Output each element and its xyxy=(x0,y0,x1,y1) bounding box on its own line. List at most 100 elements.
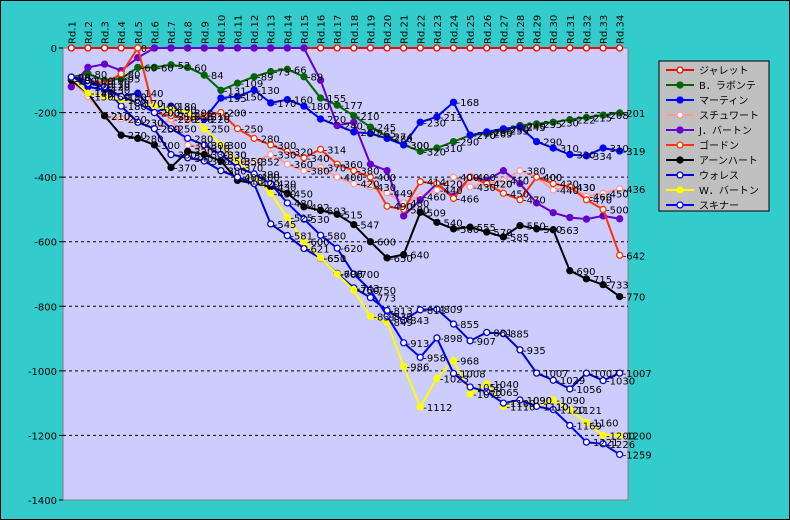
data-point xyxy=(416,178,424,186)
data-point xyxy=(150,125,159,133)
data-point xyxy=(300,44,308,52)
data-label: -492 xyxy=(307,203,330,214)
data-label: -698 xyxy=(340,269,363,280)
round-label: Rd.27 xyxy=(499,15,510,44)
data-label: -300 xyxy=(224,141,247,152)
data-label: -320 xyxy=(290,147,313,158)
data-label: -270 xyxy=(124,131,147,142)
data-point xyxy=(183,44,192,52)
data-label: -410 xyxy=(240,176,263,187)
data-point xyxy=(350,167,358,175)
data-label: -330 xyxy=(207,151,230,162)
data-label: -220 xyxy=(124,115,147,126)
round-label: Rd.24 xyxy=(450,15,461,44)
data-label: -210 xyxy=(191,112,214,123)
data-label: -350 xyxy=(224,157,247,168)
data-label: -330 xyxy=(224,151,247,162)
data-point xyxy=(250,86,258,94)
data-point xyxy=(383,134,391,143)
data-point xyxy=(217,167,225,175)
y-tick-label: -600 xyxy=(34,238,57,249)
data-label: -1259 xyxy=(623,450,652,461)
data-label: -380 xyxy=(224,167,247,178)
data-labels: -90 -80-100-95-60 -60 -52 -60-84-131-109-89-… xyxy=(74,44,651,461)
data-label: -715 xyxy=(589,275,612,286)
data-label: -400 xyxy=(473,173,496,184)
data-point xyxy=(599,111,607,119)
data-point xyxy=(400,44,408,52)
data-point xyxy=(267,220,275,228)
data-label: -109 xyxy=(240,79,263,90)
data-point xyxy=(84,89,92,97)
data-label: -155 xyxy=(224,94,247,105)
data-label: -110 xyxy=(108,80,131,91)
data-label: -150 xyxy=(124,92,147,103)
data-label: -830 xyxy=(390,312,413,323)
data-label: -130 xyxy=(108,86,131,97)
data-label: -440 xyxy=(440,186,463,197)
series-line xyxy=(70,47,620,221)
data-point xyxy=(483,380,491,388)
data-point xyxy=(233,44,242,52)
data-label: -935 xyxy=(523,346,546,357)
data-point xyxy=(532,225,541,233)
data-point xyxy=(100,112,109,120)
data-label: -400 xyxy=(240,173,263,184)
data-point xyxy=(566,406,574,414)
legend-marker xyxy=(676,96,684,104)
data-label: -420 xyxy=(274,180,297,191)
data-point xyxy=(283,231,291,240)
data-label: -80 xyxy=(91,70,107,81)
data-label: -350 xyxy=(207,157,230,168)
data-point xyxy=(532,137,541,146)
data-label: -250 xyxy=(506,125,529,136)
data-label: -220 xyxy=(207,115,230,126)
data-label: -420 xyxy=(440,180,463,191)
data-label: -180 xyxy=(157,102,180,113)
data-point xyxy=(167,150,175,159)
data-point xyxy=(383,189,391,197)
data-point xyxy=(466,337,474,345)
data-label: -180 xyxy=(124,102,147,113)
data-label: -1007 xyxy=(540,369,569,380)
data-label: -350 xyxy=(240,157,263,168)
data-point xyxy=(433,44,441,52)
data-point xyxy=(566,385,574,393)
data-label: -300 xyxy=(157,141,180,152)
data-label: -177 xyxy=(340,101,363,112)
data-label: -370 xyxy=(324,163,347,174)
data-label: -150 xyxy=(240,92,263,103)
data-label: -170 xyxy=(141,99,164,110)
data-point xyxy=(566,421,574,430)
data-label: -1008 xyxy=(457,369,486,380)
data-label: -750 xyxy=(357,286,380,297)
data-point xyxy=(300,73,308,81)
data-label: -430 xyxy=(274,183,297,194)
data-point xyxy=(333,244,341,252)
data-label: -330 xyxy=(174,151,197,162)
round-label: Rd.13 xyxy=(267,15,278,44)
data-point xyxy=(283,96,291,104)
data-point xyxy=(532,369,541,377)
data-point xyxy=(433,144,441,152)
data-label: -1160 xyxy=(589,419,618,430)
data-label: -733 xyxy=(606,281,629,292)
data-point xyxy=(316,76,325,84)
data-point xyxy=(300,203,308,211)
data-label: -1200 xyxy=(623,431,652,442)
data-label: -230 xyxy=(556,118,579,129)
data-point xyxy=(383,312,391,320)
data-label: -170 xyxy=(274,99,297,110)
data-label: -400 xyxy=(540,173,563,184)
data-point xyxy=(532,173,541,181)
data-point xyxy=(566,150,574,159)
data-point xyxy=(449,356,458,365)
data-point xyxy=(117,70,125,78)
data-label: -650 xyxy=(390,254,413,265)
data-point xyxy=(516,123,524,131)
data-point xyxy=(67,44,75,52)
data-point xyxy=(316,44,325,52)
data-label: -90 xyxy=(74,73,90,84)
data-label: -1110 xyxy=(506,402,535,413)
